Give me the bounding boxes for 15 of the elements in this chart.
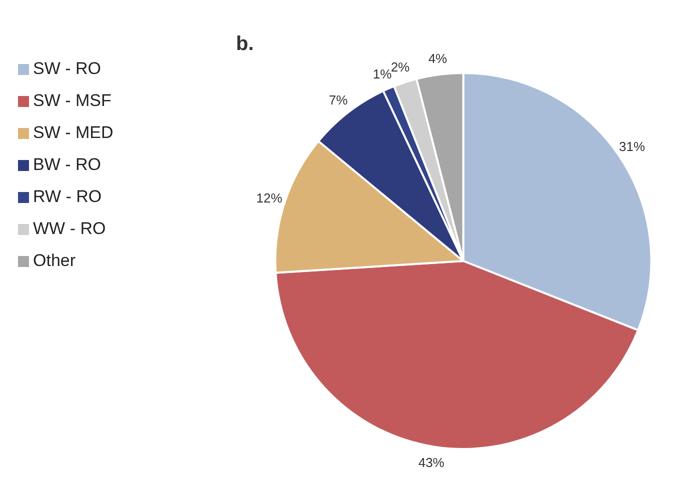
legend-label: SW - MED	[33, 123, 114, 142]
legend-label: SW - MSF	[33, 91, 112, 110]
data-label: 12%	[256, 190, 283, 206]
legend-label: RW - RO	[33, 187, 102, 206]
data-label: 4%	[428, 51, 448, 66]
legend-label: WW - RO	[33, 219, 106, 238]
data-label: 1%	[372, 66, 392, 82]
legend-label: Other	[33, 251, 76, 270]
legend-label: BW - RO	[33, 155, 101, 174]
chart-title: b.	[236, 33, 254, 55]
data-label: 31%	[618, 138, 646, 154]
legend-label: SW - RO	[33, 59, 101, 78]
data-label: 43%	[418, 454, 445, 470]
data-label: 2%	[390, 59, 410, 74]
data-label: 7%	[328, 92, 348, 108]
